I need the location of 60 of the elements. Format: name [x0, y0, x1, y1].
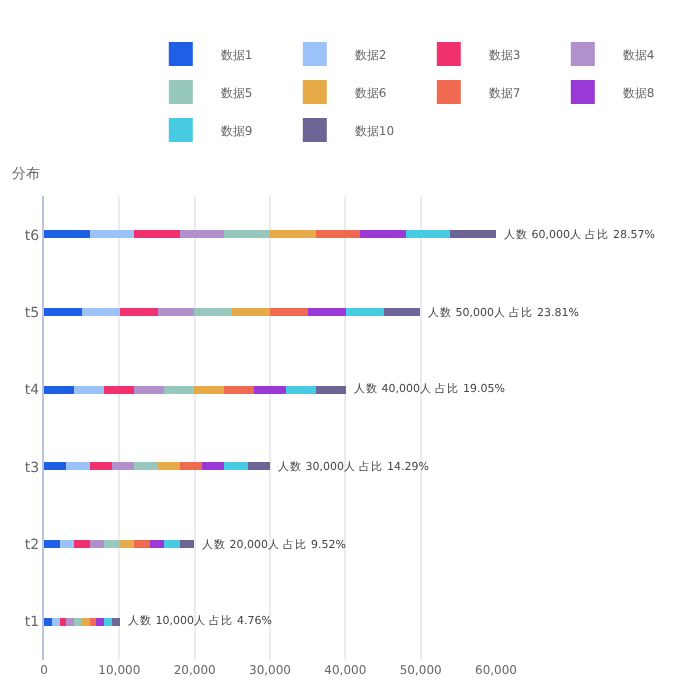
bar: [44, 386, 74, 394]
bar: [104, 618, 112, 626]
bar: [194, 308, 232, 316]
bar: [82, 618, 90, 626]
bar: [164, 540, 180, 548]
bar: [44, 230, 90, 238]
bar: [104, 540, 120, 548]
bar: [66, 618, 74, 626]
bar: [74, 540, 90, 548]
bar: [82, 308, 120, 316]
bar: [270, 230, 316, 238]
bar: [74, 386, 104, 394]
bar: [112, 618, 120, 626]
bar: [120, 308, 158, 316]
bar: [360, 230, 406, 238]
bar: [224, 462, 248, 470]
bar: [346, 308, 384, 316]
bar: [44, 618, 52, 626]
bar: [158, 462, 180, 470]
bar: [316, 386, 346, 394]
bar: [232, 308, 270, 316]
bar: [90, 462, 112, 470]
bar: [194, 386, 224, 394]
bar: [90, 618, 96, 626]
bar: [60, 540, 74, 548]
bar: [96, 618, 104, 626]
bar: [180, 540, 194, 548]
bar: [60, 618, 66, 626]
bar: [406, 230, 450, 238]
bar: [134, 386, 164, 394]
bar: [180, 462, 202, 470]
bar: [316, 230, 360, 238]
bar: [248, 462, 270, 470]
bar: [112, 462, 134, 470]
bar: [202, 462, 224, 470]
bar: [134, 462, 158, 470]
bar: [120, 540, 134, 548]
bar: [134, 540, 150, 548]
bar: [308, 308, 346, 316]
bar: [180, 230, 224, 238]
bar: [90, 230, 134, 238]
bar: [450, 230, 496, 238]
bar: [90, 540, 104, 548]
bar: [158, 308, 194, 316]
bar: [224, 386, 254, 394]
bar: [52, 618, 60, 626]
bar: [164, 386, 194, 394]
bar: [44, 308, 82, 316]
bar: [104, 386, 134, 394]
bar: [254, 386, 286, 394]
bar: [66, 462, 90, 470]
bar: [134, 230, 180, 238]
bar: [384, 308, 420, 316]
bar: [270, 308, 308, 316]
bar: [74, 618, 82, 626]
bar: [44, 462, 66, 470]
bar: [224, 230, 270, 238]
bar: [286, 386, 316, 394]
bar: [150, 540, 164, 548]
bar: [44, 540, 60, 548]
